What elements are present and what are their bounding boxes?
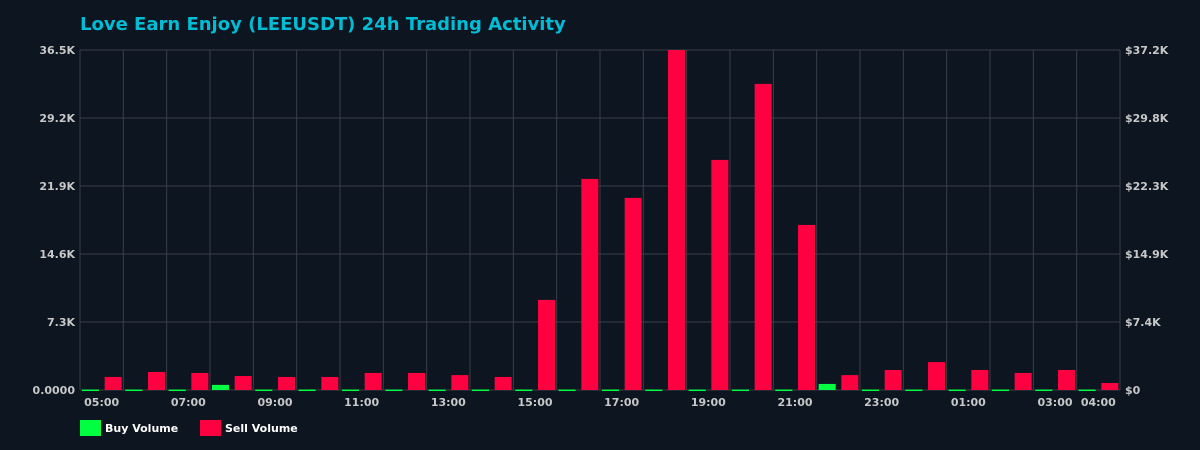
y-tick-left: 0.0000: [33, 384, 76, 397]
sell-volume-bar: [1014, 372, 1032, 390]
x-tick-label: 01:00: [951, 396, 986, 409]
y-tick-left: 21.9K: [39, 180, 75, 193]
buy-volume-bar: [688, 389, 706, 392]
x-tick-label: 04:00: [1081, 396, 1116, 409]
sell-volume-bar: [1058, 369, 1075, 390]
sell-volume-bar: [971, 369, 989, 390]
y-tick-right: $37.2K: [1125, 44, 1169, 57]
sell-volume-bar: [494, 376, 512, 390]
sell-volume-bar: [451, 375, 469, 390]
legend-swatch-buy: [80, 420, 101, 436]
sell-volume-bar: [884, 369, 902, 390]
buy-volume-bar: [645, 389, 663, 392]
x-tick-label: 13:00: [431, 396, 466, 409]
buy-volume-bar: [428, 389, 446, 392]
sell-volume-bar: [364, 372, 382, 390]
buy-volume-bar: [82, 389, 99, 392]
sell-volume-bar: [104, 376, 122, 390]
x-tick-label: 19:00: [691, 396, 726, 409]
sell-volume-bar: [278, 376, 295, 390]
x-tick-label: 17:00: [604, 396, 639, 409]
buy-volume-bar: [732, 389, 749, 392]
x-tick-label: 05:00: [84, 396, 119, 409]
y-tick-left: 14.6K: [39, 248, 75, 261]
buy-volume-bar: [992, 389, 1009, 392]
y-tick-right: $7.4K: [1125, 316, 1161, 329]
buy-volume-bar: [472, 389, 489, 392]
legend-label-sell: Sell Volume: [225, 421, 298, 435]
sell-volume-bar: [1101, 383, 1119, 390]
buy-volume-bar: [862, 389, 879, 392]
sell-volume-bar: [538, 299, 555, 390]
y-tick-left: 36.5K: [39, 44, 75, 57]
x-tick-label: 23:00: [864, 396, 899, 409]
legend-swatch-sell: [200, 420, 221, 436]
y-tick-right: $29.8K: [1125, 112, 1169, 125]
legend-item-buy: Buy Volume: [80, 420, 178, 436]
sell-volume-bar: [668, 50, 685, 390]
buy-volume-bar: [385, 389, 403, 392]
buy-volume-bar: [125, 389, 143, 392]
sell-volume-bar: [798, 224, 815, 390]
buy-volume-bar: [818, 383, 836, 390]
sell-volume-bar: [928, 362, 945, 390]
buy-volume-bar: [298, 389, 316, 392]
y-tick-left: 29.2K: [39, 112, 75, 125]
x-tick-label: 21:00: [777, 396, 812, 409]
buy-volume-bar: [515, 389, 533, 392]
sell-volume-bar: [191, 372, 209, 390]
x-tick-label: 03:00: [1037, 396, 1072, 409]
x-tick-label: 11:00: [344, 396, 379, 409]
sell-volume-bar: [148, 372, 165, 390]
sell-volume-bar: [408, 372, 425, 390]
x-tick-label: 09:00: [257, 396, 292, 409]
y-tick-right: $0: [1125, 384, 1141, 397]
buy-volume-bar: [168, 389, 186, 392]
buy-volume-bar: [1035, 389, 1053, 392]
x-tick-label: 07:00: [171, 396, 206, 409]
legend-label-buy: Buy Volume: [105, 421, 179, 435]
buy-volume-bar: [212, 384, 229, 390]
sell-volume-bar: [754, 83, 772, 390]
legend-item-sell: Sell Volume: [200, 420, 298, 436]
buy-volume-bar: [342, 389, 359, 392]
y-tick-right: $22.3K: [1125, 180, 1169, 193]
sell-volume-bar: [624, 197, 642, 390]
y-tick-left: 7.3K: [47, 316, 75, 329]
buy-volume-bar: [558, 389, 576, 392]
buy-volume-bar: [602, 389, 619, 392]
y-tick-right: $14.9K: [1125, 248, 1169, 261]
buy-volume-bar: [775, 389, 793, 392]
sell-volume-bar: [581, 178, 599, 390]
buy-volume-bar: [948, 389, 966, 392]
buy-volume-bar: [255, 389, 273, 392]
x-tick-label: 15:00: [517, 396, 552, 409]
sell-volume-bar: [841, 375, 859, 390]
sell-volume-bar: [711, 159, 729, 390]
buy-volume-bar: [905, 389, 923, 392]
sell-volume-bar: [234, 376, 252, 390]
chart-title: Love Earn Enjoy (LEEUSDT) 24h Trading Ac…: [80, 14, 566, 35]
buy-volume-bar: [1078, 389, 1096, 392]
sell-volume-bar: [321, 376, 339, 390]
